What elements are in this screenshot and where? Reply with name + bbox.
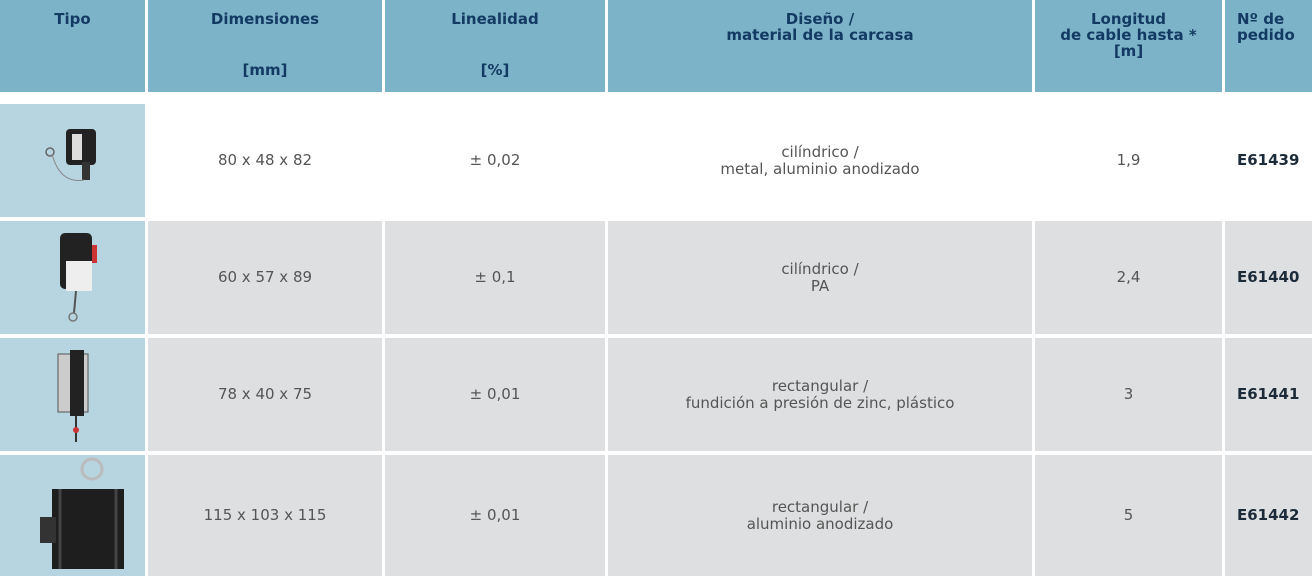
text-line: cilíndrico / bbox=[781, 259, 859, 278]
text-line: ± 0,02 bbox=[469, 151, 521, 169]
design-cell: rectangular / fundición a presión de zinc… bbox=[608, 338, 1032, 451]
linearity-cell: ± 0,02 bbox=[385, 104, 605, 217]
order-no-cell: E61441 bbox=[1225, 338, 1312, 451]
linearity-cell: ± 0,01 bbox=[385, 455, 605, 576]
linearity-cell: ± 0,01 bbox=[385, 338, 605, 451]
design-cell: rectangular / aluminio anodizado bbox=[608, 455, 1032, 576]
text-line: Diseño / bbox=[785, 10, 855, 28]
design-cell: cilíndrico / PA bbox=[608, 221, 1032, 334]
header-cell: Linealidad [%] bbox=[385, 0, 605, 92]
linearity-cell: ± 0,1 bbox=[385, 221, 605, 334]
product-image bbox=[0, 455, 145, 576]
text-line: material de la carcasa bbox=[726, 26, 914, 44]
text-line: aluminio anodizado bbox=[746, 514, 894, 533]
text-line: 1,9 bbox=[1116, 151, 1141, 169]
header-cell: Tipo bbox=[0, 0, 145, 92]
dimensions-cell: 60 x 57 x 89 bbox=[148, 221, 382, 334]
text-line: metal, aluminio anodizado bbox=[720, 159, 920, 178]
text-line: rectangular / bbox=[771, 376, 869, 395]
text-line: E61441 bbox=[1237, 385, 1300, 403]
text-line: 2,4 bbox=[1116, 268, 1141, 286]
product-image bbox=[0, 338, 145, 451]
design-cell: cilíndrico / metal, aluminio anodizado bbox=[608, 104, 1032, 217]
text-line: [mm] bbox=[242, 61, 288, 79]
header-cell: Longitud de cable hasta * [m] bbox=[1035, 0, 1222, 92]
text-line: cilíndrico / bbox=[781, 142, 859, 161]
text-line: ± 0,01 bbox=[469, 385, 521, 403]
header-cell: Dimensiones [mm] bbox=[148, 0, 382, 92]
cable-length-cell: 2,4 bbox=[1035, 221, 1222, 334]
text-line: E61439 bbox=[1237, 151, 1300, 169]
text-line: fundición a presión de zinc, plástico bbox=[685, 393, 955, 412]
text-line: [m] bbox=[1113, 42, 1144, 60]
text-line: ± 0,1 bbox=[474, 268, 516, 286]
text-line: ± 0,01 bbox=[469, 506, 521, 524]
dimensions-cell: 80 x 48 x 82 bbox=[148, 104, 382, 217]
text-line: Linealidad bbox=[451, 10, 539, 28]
text-line: 5 bbox=[1123, 506, 1134, 524]
header-cell: Nº de pedido bbox=[1225, 0, 1312, 92]
order-no-cell: E61439 bbox=[1225, 104, 1312, 217]
text-line: 115 x 103 x 115 bbox=[203, 506, 327, 524]
text-line: Nº de bbox=[1237, 10, 1285, 28]
text-line: rectangular / bbox=[771, 497, 869, 516]
order-no-cell: E61442 bbox=[1225, 455, 1312, 576]
text-line: E61442 bbox=[1237, 506, 1300, 524]
dimensions-cell: 115 x 103 x 115 bbox=[148, 455, 382, 576]
text-line: 80 x 48 x 82 bbox=[217, 151, 313, 169]
text-line: de cable hasta * bbox=[1060, 26, 1197, 44]
text-line: pedido bbox=[1237, 26, 1295, 44]
text-line: [%] bbox=[480, 61, 510, 79]
text-line: 3 bbox=[1123, 385, 1134, 403]
text-line: 60 x 57 x 89 bbox=[217, 268, 313, 286]
text-line: E61440 bbox=[1237, 268, 1300, 286]
text-line: Dimensiones bbox=[210, 10, 320, 28]
header-cell: Diseño / material de la carcasa bbox=[608, 0, 1032, 92]
order-no-cell: E61440 bbox=[1225, 221, 1312, 334]
text-line: Longitud bbox=[1090, 10, 1166, 28]
cable-length-cell: 3 bbox=[1035, 338, 1222, 451]
text-line: Tipo bbox=[54, 10, 91, 28]
text-line: 78 x 40 x 75 bbox=[217, 385, 313, 403]
cable-length-cell: 1,9 bbox=[1035, 104, 1222, 217]
dimensions-cell: 78 x 40 x 75 bbox=[148, 338, 382, 451]
cable-length-cell: 5 bbox=[1035, 455, 1222, 576]
product-image bbox=[0, 104, 145, 217]
product-image bbox=[0, 221, 145, 334]
text-line: PA bbox=[810, 276, 830, 295]
